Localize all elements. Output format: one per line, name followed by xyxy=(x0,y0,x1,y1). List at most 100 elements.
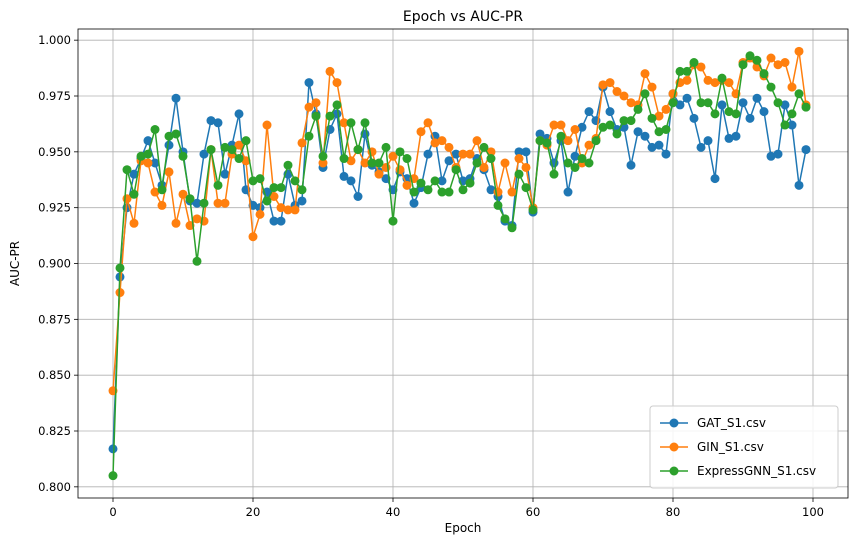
data-point xyxy=(248,232,258,242)
data-point xyxy=(619,116,629,126)
data-point xyxy=(444,142,454,152)
x-tick-label: 0 xyxy=(109,505,116,519)
data-point xyxy=(325,66,335,76)
data-point xyxy=(703,136,713,146)
data-point xyxy=(269,192,279,201)
data-point xyxy=(192,256,202,266)
y-tick-label: 0.875 xyxy=(38,312,71,326)
data-point xyxy=(416,127,426,137)
data-point xyxy=(444,187,454,197)
data-point xyxy=(164,131,174,141)
data-point xyxy=(493,200,503,210)
data-point xyxy=(108,471,118,481)
data-point xyxy=(353,145,363,155)
x-axis-ticks: 0 20 40 60 80 100 xyxy=(109,498,824,519)
data-point xyxy=(192,214,202,224)
data-point xyxy=(759,107,769,117)
data-point xyxy=(269,216,279,226)
data-point xyxy=(325,111,335,121)
data-point xyxy=(332,100,342,110)
data-point xyxy=(605,120,615,130)
data-point xyxy=(535,136,545,146)
data-point xyxy=(213,198,223,208)
data-point xyxy=(220,142,230,152)
data-point xyxy=(255,209,265,219)
data-point xyxy=(654,111,664,121)
data-point xyxy=(773,98,783,108)
data-point xyxy=(465,178,475,188)
data-point xyxy=(724,133,734,143)
data-point xyxy=(248,176,258,186)
data-point xyxy=(234,154,244,164)
data-point xyxy=(766,151,776,161)
data-point xyxy=(563,158,573,168)
data-point xyxy=(661,125,671,134)
data-point xyxy=(787,109,797,119)
y-axis-ticks: 0.800 0.825 0.850 0.875 0.900 0.925 0.950 0.975… xyxy=(38,33,78,494)
data-point xyxy=(423,118,433,128)
data-point xyxy=(542,138,552,148)
data-point xyxy=(787,82,797,92)
data-point xyxy=(129,189,139,199)
legend: GAT_S1.csv GIN_S1.csv ExpressGNN_S1.csv xyxy=(649,405,839,489)
data-point xyxy=(220,198,230,208)
data-point xyxy=(381,142,391,152)
data-point xyxy=(703,98,713,108)
data-point xyxy=(171,93,181,103)
data-point xyxy=(234,109,244,119)
data-point xyxy=(213,118,223,128)
data-point xyxy=(703,75,713,85)
data-point xyxy=(696,98,706,108)
data-point xyxy=(332,78,342,88)
x-axis-label: Epoch xyxy=(445,521,482,535)
data-point xyxy=(143,158,153,168)
legend-item: GAT_S1.csv xyxy=(660,416,766,430)
data-point xyxy=(430,138,440,148)
data-point xyxy=(738,60,748,70)
data-point xyxy=(626,116,636,126)
data-point xyxy=(556,131,566,141)
data-point xyxy=(675,66,685,76)
data-point xyxy=(801,102,811,112)
data-point xyxy=(794,180,804,190)
data-point xyxy=(437,176,447,186)
data-point xyxy=(626,98,636,108)
data-point xyxy=(360,118,370,128)
x-tick-label: 20 xyxy=(246,505,261,519)
data-point xyxy=(213,180,223,190)
data-point xyxy=(514,147,524,157)
data-point xyxy=(157,185,167,195)
data-point xyxy=(773,60,783,70)
data-point xyxy=(598,80,608,90)
data-point xyxy=(437,187,447,197)
data-point xyxy=(227,145,237,155)
data-point xyxy=(654,140,664,150)
data-point xyxy=(311,111,321,121)
data-point xyxy=(647,142,657,152)
legend-item: GIN_S1.csv xyxy=(660,440,764,454)
data-point xyxy=(318,158,328,168)
y-tick-label: 0.925 xyxy=(38,201,71,215)
data-point xyxy=(129,218,139,228)
data-point xyxy=(178,151,188,161)
data-point xyxy=(521,183,531,193)
data-point xyxy=(402,154,412,164)
data-point xyxy=(269,183,279,193)
data-point xyxy=(612,129,622,139)
data-point xyxy=(570,162,580,172)
data-point xyxy=(297,196,307,206)
data-point xyxy=(486,154,496,164)
data-point xyxy=(780,100,790,110)
data-point xyxy=(794,89,804,99)
data-point xyxy=(696,142,706,152)
data-point xyxy=(192,198,202,208)
data-point xyxy=(479,142,489,152)
x-tick-label: 60 xyxy=(526,505,541,519)
data-point xyxy=(500,214,510,224)
data-point xyxy=(199,198,209,208)
data-point xyxy=(220,169,230,179)
data-point xyxy=(549,169,559,179)
data-point xyxy=(388,151,398,161)
data-point xyxy=(143,149,153,159)
